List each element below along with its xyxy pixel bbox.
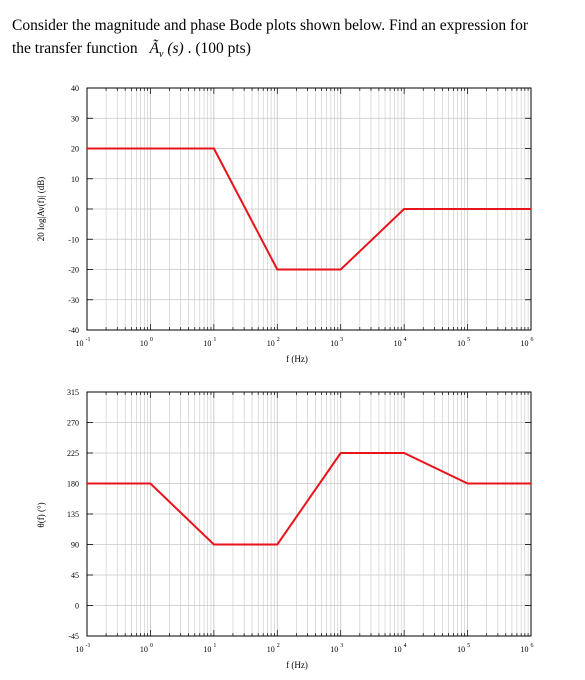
curve-breakpoint xyxy=(403,208,406,210)
x-tick-label: 10 4 xyxy=(394,337,407,348)
x-tick-base: 10 xyxy=(76,339,84,348)
transfer-function-symbol: Ãv (s) xyxy=(149,40,184,61)
plot-frame xyxy=(86,391,532,637)
x-tick-label: 10 3 xyxy=(330,337,343,348)
x-axis-label: f (Hz) xyxy=(286,354,308,364)
bode-curve xyxy=(87,452,531,546)
y-tick-label: -20 xyxy=(68,266,79,275)
x-tick-base: 10 xyxy=(394,645,402,654)
problem-statement: Consider the magnitude and phase Bode pl… xyxy=(12,14,577,66)
x-tick-base: 10 xyxy=(203,339,211,348)
curve-breakpoint xyxy=(466,482,469,485)
x-tick-base: 10 xyxy=(394,339,402,348)
y-tick-label: 135 xyxy=(67,510,79,519)
curve-breakpoint xyxy=(212,147,215,150)
x-tick-exponent: 2 xyxy=(277,337,280,343)
problem-line-2: the transfer function Ãv (s) . (100 pts) xyxy=(12,37,577,66)
curve-breakpoint xyxy=(86,482,88,485)
y-tick-label: 180 xyxy=(67,480,79,489)
curve-breakpoint xyxy=(149,482,152,485)
x-tick-label: 10 1 xyxy=(203,643,216,654)
curve-breakpoint xyxy=(339,452,342,454)
y-tick-label: 90 xyxy=(71,541,79,550)
curve-breakpoint xyxy=(339,268,342,271)
x-tick-base: 10 xyxy=(457,645,465,654)
problem-line-1: Consider the magnitude and phase Bode pl… xyxy=(12,17,529,34)
x-tick-label: 10 0 xyxy=(140,643,153,654)
x-tick-label: 10 4 xyxy=(394,643,407,654)
x-tick-base: 10 xyxy=(267,645,275,654)
y-tick-label: 45 xyxy=(71,571,79,580)
x-tick-exponent: 1 xyxy=(213,643,216,649)
x-tick-exponent: 5 xyxy=(467,337,470,343)
x-tick-label: 10 2 xyxy=(267,337,280,348)
x-tick-exponent: 4 xyxy=(404,643,407,649)
x-tick-base: 10 xyxy=(140,339,148,348)
x-tick-base: 10 xyxy=(140,645,148,654)
y-axis-label: 20 log|Av(f)| (dB) xyxy=(36,177,46,241)
y-tick-label: -45 xyxy=(68,632,79,641)
y-tick-label: 315 xyxy=(67,388,79,397)
x-tick-base: 10 xyxy=(203,645,211,654)
x-tick-label: 10 -1 xyxy=(76,643,91,654)
x-tick-exponent: 6 xyxy=(531,643,534,649)
x-axis-label: f (Hz) xyxy=(286,660,308,670)
x-tick-label: 10 -1 xyxy=(76,337,91,348)
x-tick-exponent: 3 xyxy=(340,643,343,649)
y-tick-label: 30 xyxy=(71,114,79,123)
x-tick-label: 10 2 xyxy=(267,643,280,654)
y-tick-label: 0 xyxy=(75,205,79,214)
x-tick-base: 10 xyxy=(267,339,275,348)
x-tick-exponent: -1 xyxy=(86,337,91,343)
x-tick-label: 10 5 xyxy=(457,337,470,348)
y-tick-label: 40 xyxy=(71,84,79,93)
x-tick-base: 10 xyxy=(330,645,338,654)
x-tick-base: 10 xyxy=(330,339,338,348)
x-tick-base: 10 xyxy=(76,645,84,654)
x-tick-base: 10 xyxy=(521,339,529,348)
x-tick-label: 10 5 xyxy=(457,643,470,654)
curve-breakpoint xyxy=(530,482,532,485)
y-axis-label: θ(f) (°) xyxy=(36,502,46,527)
bode-curve xyxy=(87,147,531,271)
curve-breakpoint xyxy=(212,543,215,546)
curve-breakpoint xyxy=(403,452,406,454)
x-tick-exponent: 6 xyxy=(531,337,534,343)
y-tick-label: -30 xyxy=(68,296,79,305)
x-tick-exponent: 0 xyxy=(150,337,153,343)
x-tick-exponent: 4 xyxy=(404,337,407,343)
curve-breakpoint xyxy=(276,268,279,271)
x-tick-base: 10 xyxy=(521,645,529,654)
x-tick-exponent: 3 xyxy=(340,337,343,343)
curve-breakpoint xyxy=(86,147,88,150)
problem-line-2-suffix: . (100 pts) xyxy=(187,40,251,57)
y-tick-label: -10 xyxy=(68,235,79,244)
y-tick-label: 10 xyxy=(71,175,79,184)
x-tick-label: 10 0 xyxy=(140,337,153,348)
x-tick-exponent: 2 xyxy=(277,643,280,649)
x-tick-exponent: 1 xyxy=(213,337,216,343)
curve-breakpoint xyxy=(530,208,532,210)
y-tick-label: -40 xyxy=(68,326,79,335)
x-tick-label: 10 6 xyxy=(521,337,534,348)
x-tick-exponent: 5 xyxy=(467,643,470,649)
y-tick-label: 270 xyxy=(67,419,79,428)
curve-breakpoint xyxy=(276,543,279,546)
x-tick-label: 10 1 xyxy=(203,337,216,348)
problem-line-2-prefix: the transfer function xyxy=(12,40,138,57)
x-tick-exponent: 0 xyxy=(150,643,153,649)
x-tick-exponent: -1 xyxy=(86,643,91,649)
y-tick-label: 20 xyxy=(71,145,79,154)
x-tick-base: 10 xyxy=(457,339,465,348)
y-tick-label: 0 xyxy=(75,602,79,611)
x-tick-label: 10 3 xyxy=(330,643,343,654)
x-tick-label: 10 6 xyxy=(521,643,534,654)
y-tick-label: 225 xyxy=(67,449,79,458)
